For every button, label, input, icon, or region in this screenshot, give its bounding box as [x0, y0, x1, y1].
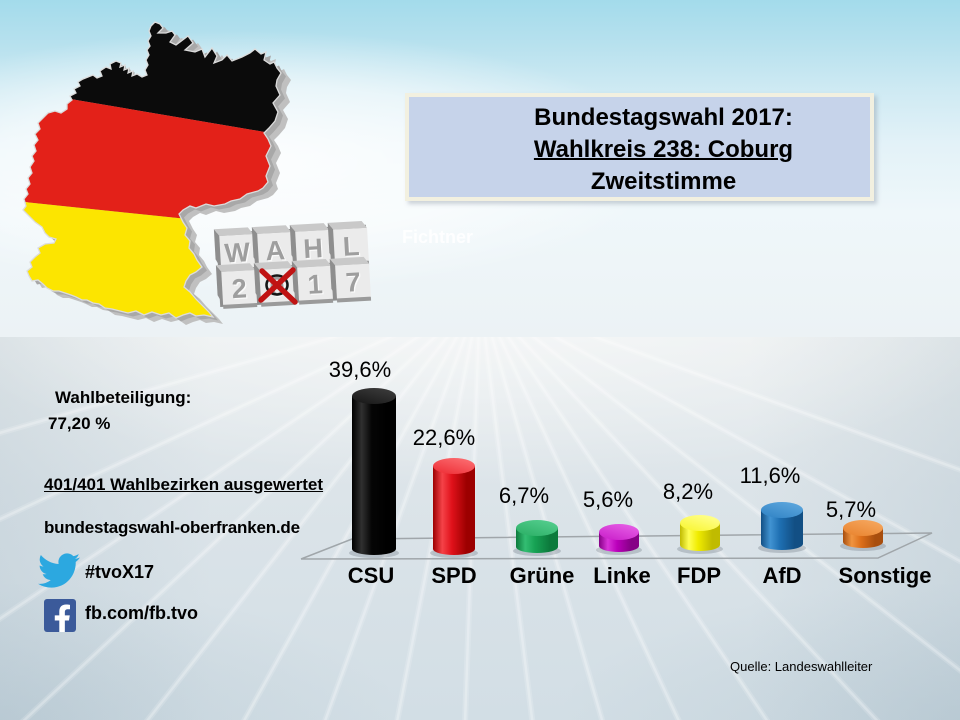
svg-text:1: 1: [307, 269, 324, 300]
svg-text:L: L: [342, 231, 360, 262]
svg-text:A: A: [266, 236, 287, 267]
svg-text:2: 2: [231, 273, 248, 304]
svg-text:H: H: [304, 234, 325, 265]
svg-text:2: 2: [232, 274, 249, 305]
svg-text:W: W: [224, 237, 252, 268]
svg-text:7: 7: [346, 268, 363, 299]
svg-text:7: 7: [345, 267, 362, 298]
svg-text:L: L: [343, 232, 361, 263]
svg-text:A: A: [265, 235, 286, 266]
svg-text:1: 1: [308, 270, 325, 301]
svg-text:H: H: [303, 233, 324, 264]
